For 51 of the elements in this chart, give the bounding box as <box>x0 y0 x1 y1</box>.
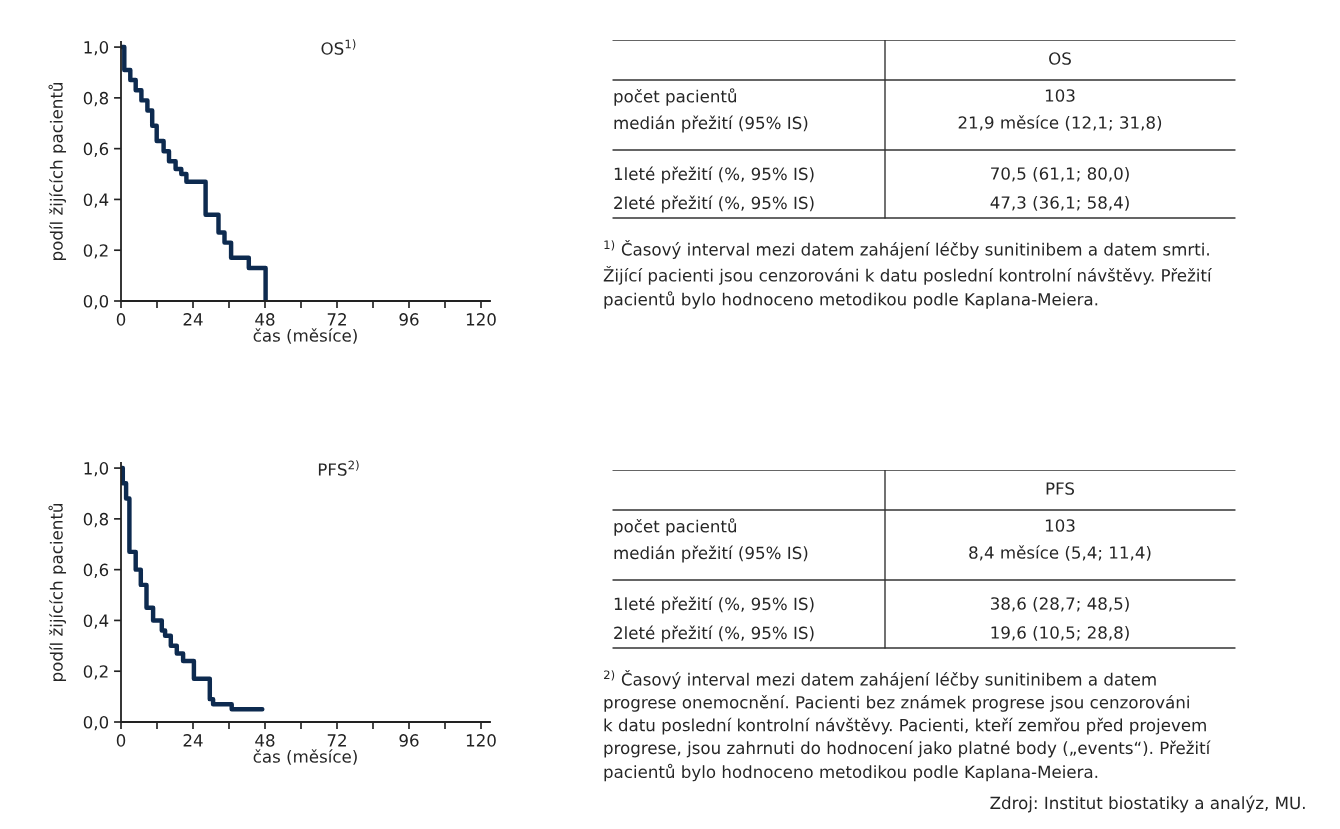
y-tick-label: 0,8 <box>83 512 109 528</box>
x-tick-label: 120 <box>466 734 496 747</box>
text: 2leté přežití (%, 95% IS) <box>614 625 814 643</box>
text: 2leté přežití (%, 95% IS) <box>614 195 814 213</box>
x-tick-label: 120 <box>466 313 496 326</box>
text: $^{2)}$ Časový interval mezi datem zahájení léčby sunitinibem a datem progrese onemocnění. Pacienti bez známek progrese jsou cenzorováni k datu poslední kontrolní návštěvy. Pacienti, kteří zemřou před projevem progrese, jsou zahrnuti do hodnocení jako platné body („events“). Přežití pacientů bylo hodnoceno metodikou podle Kaplana-Meiera. <box>604 670 1211 782</box>
y-tick-label: 0,4 <box>83 614 109 629</box>
x-tick-label: 24 <box>183 734 203 747</box>
text: OS <box>1049 52 1071 65</box>
y-tick-label: 0,6 <box>83 563 109 578</box>
text: 1leté přežití (%, 95% IS) <box>614 166 814 184</box>
text: počet pacientů <box>614 88 737 106</box>
x-tick-label: 72 <box>327 313 346 326</box>
x-axis-title: čas (měsíce) <box>253 749 357 765</box>
y-tick-label: 0,6 <box>83 142 109 157</box>
text: počet pacientů <box>614 518 737 536</box>
x-tick-label: 96 <box>399 734 419 747</box>
x-tick-label: 0 <box>116 734 126 747</box>
x-tick-label: 48 <box>255 313 275 326</box>
chart-title: OS$^{1)}$ <box>321 39 356 55</box>
text: medián přežití (95% IS) <box>614 545 808 563</box>
y-tick-label: 0,0 <box>83 715 109 731</box>
text: $^{1)}$ Časový interval mezi datem zahájení léčby sunitinibem a datem smrti. Žijící pacienti jsou cenzorováni k datu poslední kontrolní návštěvy. Přežití pacientů bylo hodnoceno metodikou podle Kaplana-Meiera. <box>603 240 1213 309</box>
y-tick-label: 0,4 <box>83 193 109 208</box>
y-tick-label: 1,0 <box>84 462 109 477</box>
x-tick-label: 24 <box>183 313 203 326</box>
text: medián přežití (95% IS) <box>614 115 808 133</box>
y-axis-title: podíl žijících pacientů <box>48 83 67 260</box>
chart-title: PFS$^{2)}$ <box>318 460 359 476</box>
text: 21,9 měsíce (12,1; 31,8) <box>958 115 1162 131</box>
text: 103 <box>1045 519 1075 532</box>
text: 70,5 (61,1; 80,0) <box>991 166 1129 182</box>
text: PFS <box>1046 482 1075 495</box>
x-tick-label: 0 <box>116 313 126 326</box>
x-tick-label: 72 <box>327 734 346 747</box>
text: 19,6 (10,5; 28,8) <box>991 625 1129 641</box>
x-tick-label: 96 <box>399 313 419 326</box>
y-tick-label: 0,8 <box>83 91 109 107</box>
text: 103 <box>1045 89 1075 102</box>
text: 38,6 (28,7; 48,5) <box>991 596 1129 612</box>
x-tick-label: 48 <box>255 734 275 747</box>
x-axis-title: čas (měsíce) <box>253 328 357 344</box>
y-axis-title: podíl žijících pacientů <box>48 504 67 681</box>
y-tick-label: 0,0 <box>83 294 109 310</box>
y-tick-label: 1,0 <box>84 41 109 56</box>
text: 1leté přežití (%, 95% IS) <box>614 596 814 614</box>
text: 47,3 (36,1; 58,4) <box>990 195 1129 211</box>
y-tick-label: 0,2 <box>83 665 108 680</box>
text: 8,4 měsíce (5,4; 11,4) <box>969 545 1151 561</box>
text: Zdroj: Institut biostatiky a analýz, MU. <box>990 795 1305 813</box>
y-tick-label: 0,2 <box>83 244 108 259</box>
